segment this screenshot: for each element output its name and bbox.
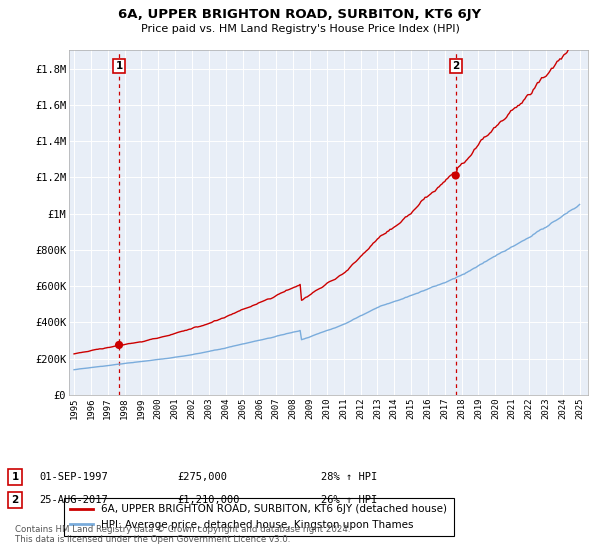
Text: 25-AUG-2017: 25-AUG-2017 <box>39 495 108 505</box>
Text: 01-SEP-1997: 01-SEP-1997 <box>39 472 108 482</box>
Text: Price paid vs. HM Land Registry's House Price Index (HPI): Price paid vs. HM Land Registry's House … <box>140 24 460 34</box>
Text: 6A, UPPER BRIGHTON ROAD, SURBITON, KT6 6JY: 6A, UPPER BRIGHTON ROAD, SURBITON, KT6 6… <box>118 8 482 21</box>
Text: Contains HM Land Registry data © Crown copyright and database right 2024.
This d: Contains HM Land Registry data © Crown c… <box>15 525 350 544</box>
Text: 2: 2 <box>11 495 19 505</box>
Text: £275,000: £275,000 <box>177 472 227 482</box>
Point <box>114 340 124 349</box>
Text: 1: 1 <box>115 61 122 71</box>
Text: 28% ↑ HPI: 28% ↑ HPI <box>321 472 377 482</box>
Text: 1: 1 <box>11 472 19 482</box>
Text: 26% ↑ HPI: 26% ↑ HPI <box>321 495 377 505</box>
Text: 2: 2 <box>452 61 460 71</box>
Legend: 6A, UPPER BRIGHTON ROAD, SURBITON, KT6 6JY (detached house), HPI: Average price,: 6A, UPPER BRIGHTON ROAD, SURBITON, KT6 6… <box>64 498 454 536</box>
Point <box>451 171 461 180</box>
Text: £1,210,000: £1,210,000 <box>177 495 239 505</box>
